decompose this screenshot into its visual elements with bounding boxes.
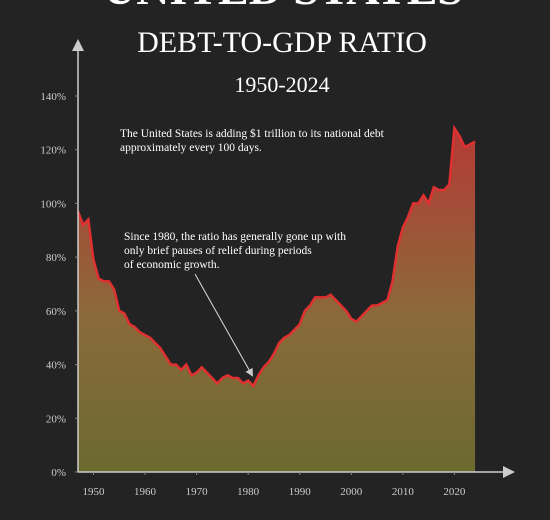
annotation: Since 1980, the ratio has generally gone… xyxy=(124,231,346,243)
y-tick-label: 140% xyxy=(40,91,66,103)
x-tick-label: 2000 xyxy=(340,486,363,498)
x-tick-label: 1990 xyxy=(289,486,312,498)
annotation-arrow xyxy=(194,273,253,377)
chart-subtitle: 1950-2024 xyxy=(234,72,329,97)
x-tick-label: 2010 xyxy=(392,486,415,498)
y-tick-label: 40% xyxy=(46,360,66,372)
plot xyxy=(76,124,476,472)
annotation: of economic growth. xyxy=(124,259,220,271)
x-tick-label: 1960 xyxy=(134,486,157,498)
annotation: The United States is adding $1 trillion … xyxy=(120,127,385,140)
y-tick-label: 100% xyxy=(40,198,66,210)
x-tick-label: 1970 xyxy=(186,486,209,498)
y-tick-label: 0% xyxy=(51,467,66,479)
x-tick-label: 1980 xyxy=(237,486,260,498)
chart-title: DEBT-TO-GDP RATIO xyxy=(137,26,427,59)
x-tick-label: 2020 xyxy=(443,486,466,498)
y-tick-label: 120% xyxy=(40,145,66,157)
y-tick-label: 80% xyxy=(46,252,66,264)
annotation: only brief pauses of relief during perio… xyxy=(124,245,312,257)
x-tick-label: 1950 xyxy=(82,486,105,498)
area-fill xyxy=(78,128,476,472)
y-tick-label: 20% xyxy=(46,413,66,425)
y-tick-label: 60% xyxy=(46,306,66,318)
annotation: approximately every 100 days. xyxy=(120,142,262,154)
supertitle: UNITED STATES xyxy=(103,0,463,14)
line xyxy=(76,124,476,389)
